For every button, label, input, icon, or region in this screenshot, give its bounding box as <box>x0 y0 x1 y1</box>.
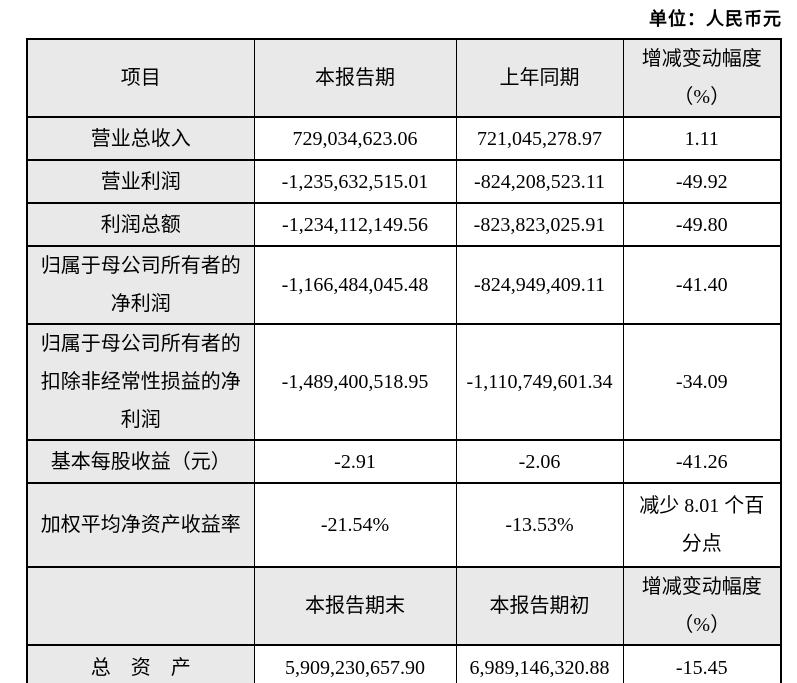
table-row-total-profit: 利润总额 -1,234,112,149.56 -823,823,025.91 -… <box>26 202 782 247</box>
value-change: 1.11 <box>622 116 782 161</box>
table-row-basic-eps: 基本每股收益（元） -2.91 -2.06 -41.26 <box>26 439 782 484</box>
value-change: -15.45 <box>622 644 782 683</box>
table-row-total-revenue: 营业总收入 729,034,623.06 721,045,278.97 1.11 <box>26 116 782 161</box>
table-row-weighted-avg-roe: 加权平均净资产收益率 -21.54% -13.53% 减少 8.01 个百 分点 <box>26 482 782 568</box>
row-label: 营业总收入 <box>26 116 255 161</box>
col-header-prior-period: 上年同期 <box>455 38 624 118</box>
value-prior: -824,208,523.11 <box>455 159 624 204</box>
financial-summary-table: 项目 本报告期 上年同期 增减变动幅度 （%） 营业总收入 729,034,62… <box>26 38 782 683</box>
value-prior: -13.53% <box>455 482 624 568</box>
table-row-operating-profit: 营业利润 -1,235,632,515.01 -824,208,523.11 -… <box>26 159 782 204</box>
col-header-current-period: 本报告期 <box>253 38 457 118</box>
value-current: -1,235,632,515.01 <box>253 159 457 204</box>
value-prior: -823,823,025.91 <box>455 202 624 247</box>
value-current: 729,034,623.06 <box>253 116 457 161</box>
row-label: 归属于母公司所有者的 净利润 <box>26 245 255 325</box>
col-header-period-end: 本报告期末 <box>253 566 457 646</box>
value-prior: -2.06 <box>455 439 624 484</box>
value-change: -34.09 <box>622 323 782 441</box>
value-current: 5,909,230,657.90 <box>253 644 457 683</box>
col-header-change-percent: 增减变动幅度 （%） <box>622 566 782 646</box>
row-label: 利润总额 <box>26 202 255 247</box>
value-current: -1,166,484,045.48 <box>253 245 457 325</box>
row-label: 总 资 产 <box>26 644 255 683</box>
value-prior: 6,989,146,320.88 <box>455 644 624 683</box>
value-change: -49.92 <box>622 159 782 204</box>
value-prior: -1,110,749,601.34 <box>455 323 624 441</box>
value-change: -41.26 <box>622 439 782 484</box>
col-header-period-begin: 本报告期初 <box>455 566 624 646</box>
value-change: 减少 8.01 个百 分点 <box>622 482 782 568</box>
value-change: -49.80 <box>622 202 782 247</box>
table-subheader-row: 本报告期末 本报告期初 增减变动幅度 （%） <box>26 566 782 646</box>
row-label: 营业利润 <box>26 159 255 204</box>
table-row-total-assets: 总 资 产 5,909,230,657.90 6,989,146,320.88 … <box>26 644 782 683</box>
table-row-net-profit-excl-nonrecurring: 归属于母公司所有者的 扣除非经常性损益的净 利润 -1,489,400,518.… <box>26 323 782 441</box>
row-label: 归属于母公司所有者的 扣除非经常性损益的净 利润 <box>26 323 255 441</box>
spacer-cell <box>26 566 255 646</box>
col-header-item: 项目 <box>26 38 255 118</box>
table-row-net-profit-parent: 归属于母公司所有者的 净利润 -1,166,484,045.48 -824,94… <box>26 245 782 325</box>
value-prior: 721,045,278.97 <box>455 116 624 161</box>
value-current: -1,234,112,149.56 <box>253 202 457 247</box>
value-current: -2.91 <box>253 439 457 484</box>
unit-label: 单位：人民币元 <box>649 9 782 29</box>
row-label: 加权平均净资产收益率 <box>26 482 255 568</box>
row-label: 基本每股收益（元） <box>26 439 255 484</box>
value-current: -1,489,400,518.95 <box>253 323 457 441</box>
col-header-change-percent: 增减变动幅度 （%） <box>622 38 782 118</box>
value-current: -21.54% <box>253 482 457 568</box>
value-change: -41.40 <box>622 245 782 325</box>
table-header-row: 项目 本报告期 上年同期 增减变动幅度 （%） <box>26 38 782 118</box>
value-prior: -824,949,409.11 <box>455 245 624 325</box>
